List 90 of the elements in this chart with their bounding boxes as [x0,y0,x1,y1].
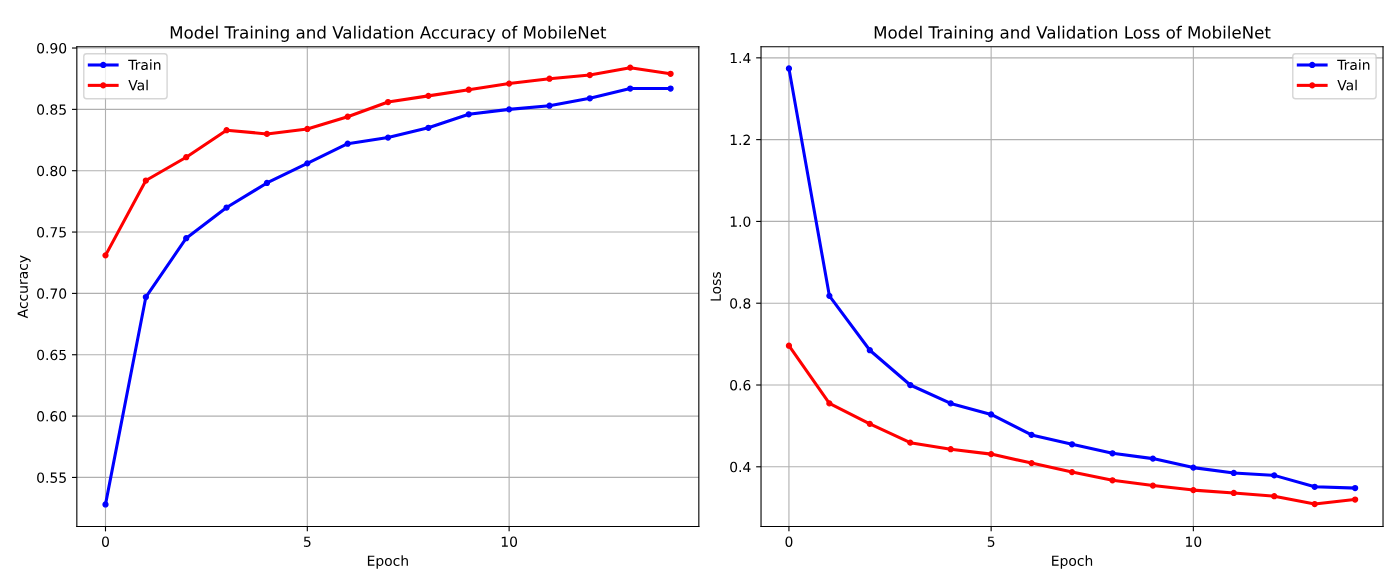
y-tick-label: 0.90 [37,43,67,54]
point [866,347,873,354]
point [1230,469,1237,477]
x-tick-label: 10 [501,536,518,547]
y-tick-label: 0.6 [730,379,751,391]
point [1028,459,1035,467]
point [1351,484,1359,492]
point [1311,500,1318,508]
point [1271,493,1278,500]
point [1271,472,1278,479]
y-axis-title: Accuracy [17,255,31,319]
y-tick-label: 1.4 [730,52,751,64]
point [1109,450,1116,457]
point [425,124,432,131]
point [785,65,793,72]
point [304,125,311,133]
y-tick-label: 0.70 [37,288,67,299]
point [344,113,351,120]
point [505,106,513,113]
y-tick-label: 1.2 [730,134,750,145]
point [1028,431,1035,439]
point [344,140,351,147]
point [1109,477,1116,484]
x-axis-title: Epoch [367,555,408,569]
point [223,204,230,211]
y-tick-label: 1.0 [730,216,751,227]
point [586,95,593,102]
y-axis-title: Loss [710,272,721,301]
x-tick-label: 0 [785,536,793,547]
legend-label: Train [1337,59,1370,71]
y-tick-label: 0.80 [37,165,67,177]
point [304,160,311,167]
point [866,420,873,427]
point [425,92,432,99]
point [384,134,392,141]
point [988,411,995,418]
point [142,293,149,301]
y-tick-label: 0.4 [730,461,751,473]
point [947,400,954,407]
point [947,446,954,453]
y-tick-label: 0.60 [37,411,67,422]
point [1190,486,1197,494]
legend-label: Val [1337,79,1357,91]
point [1230,489,1237,497]
point [102,501,109,508]
point [223,127,230,134]
point [627,64,634,71]
chart-title: Model Training and Validation Accuracy of MobileNet [170,25,607,42]
point [1311,483,1318,490]
y-tick-label: 0.65 [37,349,66,361]
point [263,179,271,187]
y-tick-label: 0.55 [37,472,66,483]
point [183,154,190,161]
x-axis-title: Epoch [1052,555,1093,569]
point [1149,455,1157,462]
point [667,70,674,77]
point [826,400,833,407]
point [102,252,109,259]
point [465,111,472,118]
point [907,381,914,389]
point [667,85,674,92]
point [263,130,271,138]
point [546,102,553,109]
x-tick-label: 0 [101,536,109,547]
point [785,342,793,349]
legend-label: Train [128,59,161,71]
y-tick-label: 0.85 [37,104,66,115]
point [627,85,634,92]
legend-label: Val [128,79,148,91]
point [1149,482,1157,489]
point [183,235,190,242]
x-tick-label: 5 [303,536,311,547]
chart-title: Model Training and Validation Loss of MobileNet [874,25,1271,42]
point [142,177,149,184]
y-tick-label: 0.75 [37,227,66,238]
point [907,439,914,446]
point [384,98,392,106]
point [1068,441,1076,448]
point [505,80,513,87]
point [465,86,472,93]
point [546,75,553,82]
y-tick-label: 0.8 [730,298,751,309]
point [1351,496,1359,503]
point [586,71,593,79]
point [1068,468,1076,476]
point [826,292,833,299]
x-tick-label: 5 [987,536,995,547]
point [1190,464,1197,471]
x-tick-label: 10 [1186,536,1202,547]
point [988,450,995,458]
